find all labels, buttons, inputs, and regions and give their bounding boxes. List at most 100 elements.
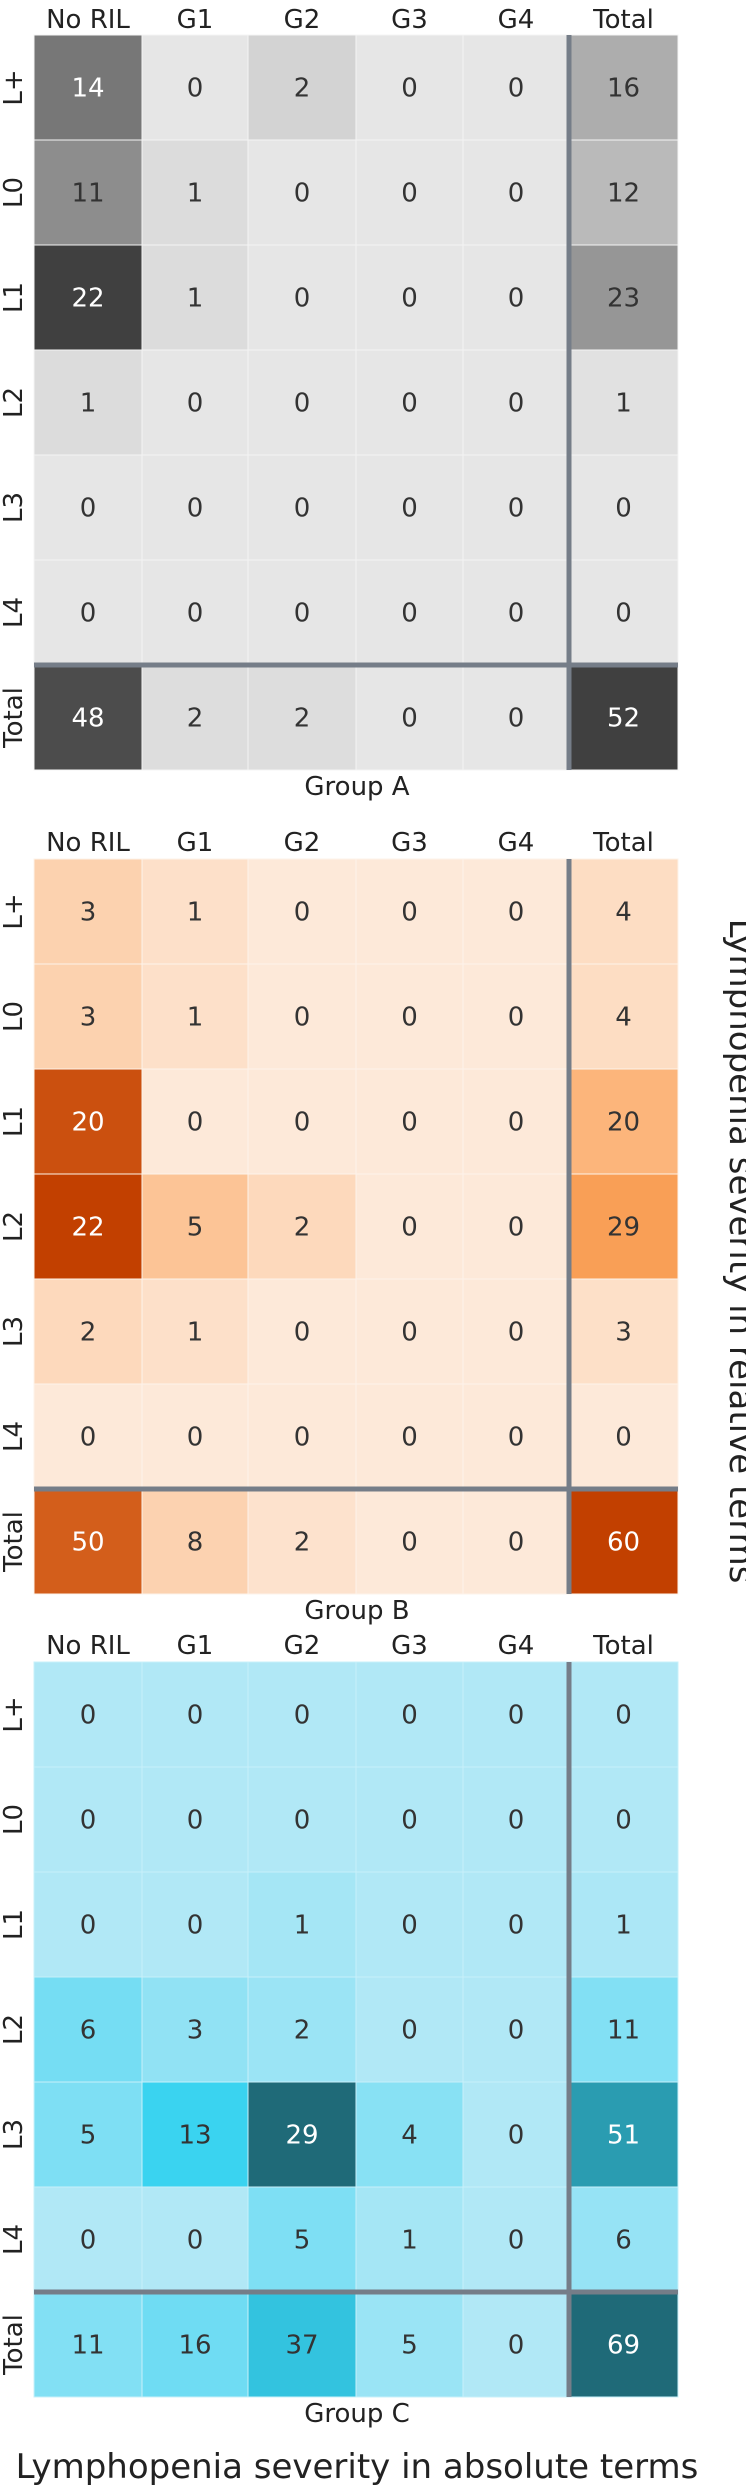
heatmap-cell <box>247 858 357 965</box>
heatmap-cell <box>33 349 143 456</box>
column-header: G3 <box>391 828 428 858</box>
cell-value-label: 0 <box>508 704 525 734</box>
heatmap-cell <box>33 2291 143 2398</box>
heatmap-cell <box>141 2186 249 2293</box>
column-header: G2 <box>284 5 321 35</box>
cell-value-label: 20 <box>607 1108 640 1138</box>
heatmap-cell <box>568 1278 679 1385</box>
right-axis-label: Lymphopenia severity in relative terms <box>721 919 746 1584</box>
column-header: G3 <box>391 1631 428 1661</box>
cell-value-label: 2 <box>294 74 311 104</box>
heatmap-cell <box>247 1068 357 1175</box>
cell-value-label: 0 <box>187 1108 204 1138</box>
cell-value-label: 1 <box>80 389 97 419</box>
cell-value-label: 0 <box>401 704 418 734</box>
column-header: G2 <box>284 1631 321 1661</box>
row-label: L+ <box>0 69 29 105</box>
heatmap-cell <box>568 2081 679 2188</box>
heatmap-cell <box>462 1766 570 1873</box>
cell-value-label: 2 <box>294 704 311 734</box>
cell-value-label: 5 <box>401 2331 418 2361</box>
heatmap-cell <box>462 1871 570 1978</box>
column-header: G4 <box>498 5 535 35</box>
cell-value-label: 23 <box>607 284 640 314</box>
heatmap-cell <box>247 1766 357 1873</box>
cell-value-label: 5 <box>187 1213 204 1243</box>
heatmap-cell <box>247 1976 357 2083</box>
cell-value-label: 2 <box>294 1213 311 1243</box>
heatmap-cell <box>568 34 679 141</box>
heatmap-cell <box>33 1278 143 1385</box>
heatmap-cell <box>568 963 679 1070</box>
heatmap-cell <box>355 858 464 965</box>
heatmap-cell <box>355 1871 464 1978</box>
column-header: G4 <box>498 1631 535 1661</box>
heatmap-cell <box>247 2186 357 2293</box>
cell-value-label: 51 <box>607 2121 640 2151</box>
heatmap-cell <box>568 1173 679 1280</box>
cell-value-label: 0 <box>401 1806 418 1836</box>
cell-value-label: 20 <box>71 1108 104 1138</box>
cell-value-label: 0 <box>294 494 311 524</box>
cell-value-label: 0 <box>508 2016 525 2046</box>
cell-value-label: 0 <box>508 2226 525 2256</box>
heatmap-cell <box>355 1488 464 1595</box>
heatmap-cell <box>568 2291 679 2398</box>
row-label: L4 <box>0 1421 29 1452</box>
heatmap-cell <box>247 349 357 456</box>
heatmap-cell <box>568 1871 679 1978</box>
heatmap-cell <box>247 1278 357 1385</box>
heatmap-panel: 0 0 0 0 0 00 0 0 0 0 00 0 1 0 0 16 3 2 0 0 115 13 29 4 0 510 0 5 1 0 6… <box>0 1631 679 2429</box>
cell-value-label: 0 <box>187 2226 204 2256</box>
heatmap-cell <box>462 244 570 351</box>
column-header: G1 <box>177 828 214 858</box>
cell-value-label: 0 <box>508 179 525 209</box>
cell-value-label: 0 <box>187 599 204 629</box>
cell-value-label: 0 <box>401 389 418 419</box>
cell-value-label: 0 <box>401 1911 418 1941</box>
cell-value-label: 0 <box>80 1423 97 1453</box>
cell-value-label: 52 <box>607 704 640 734</box>
heatmap-cell <box>33 1068 143 1175</box>
heatmap-cell <box>568 1661 679 1768</box>
cell-value-label: 0 <box>187 74 204 104</box>
heatmap-cell <box>568 1068 679 1175</box>
heatmap-cell <box>462 2186 570 2293</box>
cell-value-label: 0 <box>508 1423 525 1453</box>
column-header: Total <box>592 1631 654 1661</box>
column-header: No RIL <box>46 1631 130 1661</box>
column-header: No RIL <box>46 828 130 858</box>
heatmap-cell <box>355 34 464 141</box>
cell-value-label: 0 <box>294 898 311 928</box>
heatmap-cell <box>568 2186 679 2293</box>
cell-value-label: 0 <box>508 1911 525 1941</box>
heatmap-cell <box>247 1173 357 1280</box>
cell-value-label: 0 <box>294 1108 311 1138</box>
cell-value-label: 0 <box>80 2226 97 2256</box>
row-label: L+ <box>0 1696 29 1732</box>
cell-value-label: 16 <box>178 2331 211 2361</box>
heatmap-cell <box>33 454 143 561</box>
cell-value-label: 0 <box>615 494 632 524</box>
cell-value-label: 12 <box>607 179 640 209</box>
heatmap-cell <box>33 1488 143 1595</box>
heatmap-cell <box>462 34 570 141</box>
cell-value-label: 37 <box>285 2331 318 2361</box>
cell-value-label: 0 <box>401 284 418 314</box>
cell-value-label: 60 <box>607 1528 640 1558</box>
cell-value-label: 0 <box>615 1806 632 1836</box>
cell-value-label: 69 <box>607 2331 640 2361</box>
cell-value-label: 0 <box>508 1213 525 1243</box>
heatmap-cell <box>141 1766 249 1873</box>
heatmap-cell <box>568 139 679 246</box>
cell-value-label: 0 <box>401 74 418 104</box>
cell-value-label: 5 <box>80 2121 97 2151</box>
cell-value-label: 0 <box>294 179 311 209</box>
cell-value-label: 0 <box>187 1806 204 1836</box>
heatmap-cell <box>141 34 249 141</box>
cell-value-label: 0 <box>508 1528 525 1558</box>
cell-value-label: 0 <box>187 1701 204 1731</box>
cell-value-label: 0 <box>401 1003 418 1033</box>
row-label: L0 <box>0 1804 29 1835</box>
